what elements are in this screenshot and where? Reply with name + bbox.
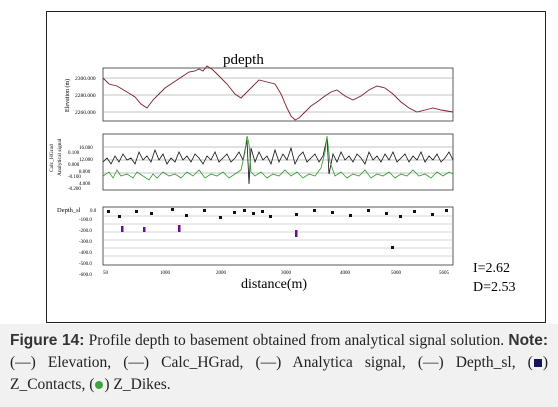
x-axis-label: distance(m) (241, 277, 307, 292)
grad-right-label: Analytical signal (57, 138, 63, 176)
x-tick: 4000 (340, 271, 351, 276)
depth-tick: -100.0 (79, 218, 92, 223)
dike-marker (121, 226, 124, 232)
square-symbol-icon (533, 359, 542, 367)
x-tick: 50 (103, 271, 109, 276)
contact-marker (295, 213, 298, 216)
x-tick: 5605 (439, 271, 450, 276)
contact-marker (135, 210, 138, 213)
grad-right-tick: 16.000 (79, 146, 93, 151)
depth-y-label: Depth_sl (57, 207, 81, 214)
grad-left-tick: 0.000 (68, 163, 80, 168)
caption-text-3: ) Z_Contacts, ( (10, 354, 548, 393)
grad-left-tick: -0.200 (68, 187, 81, 192)
caption-note-label: Note: (508, 332, 548, 349)
caption-label: Figure 14: (10, 332, 85, 349)
dike-marker (143, 227, 146, 232)
contact-marker (385, 212, 388, 215)
contact-marker (203, 209, 206, 212)
contact-marker (219, 216, 222, 219)
figure-caption: Figure 14: Profile depth to basement obt… (10, 330, 548, 396)
calc-hgrad-line (102, 137, 454, 185)
depth-tick: 0.0 (90, 209, 97, 214)
contact-marker (431, 213, 434, 216)
contact-marker (399, 215, 402, 218)
contact-marker (269, 215, 272, 218)
caption-text-4: ) Z_Dikes. (104, 376, 171, 393)
x-tick: 2000 (216, 271, 227, 276)
grad-right-tick: 4.000 (79, 182, 91, 187)
param-i: I=2.62 (473, 261, 510, 276)
grad-right-tick: 8.000 (79, 170, 91, 175)
depth-tick: -500.0 (79, 262, 92, 267)
contact-marker (445, 209, 448, 212)
contact-marker (349, 214, 352, 217)
dot-symbol-icon (95, 381, 104, 389)
elevation-tick: 2280.000 (75, 93, 96, 99)
caption-text-1: Profile depth to basement obtained from … (84, 332, 509, 349)
figure-frame: pdepth Elevation (m) 2300.000 2280.000 2… (46, 11, 546, 323)
figure-title: pdepth (223, 52, 264, 68)
analytic-signal-line (102, 135, 454, 181)
grad-left-tick: 0.100 (68, 151, 80, 156)
depth-tick: -200.0 (79, 229, 92, 234)
figure-caption-box: Figure 14: Profile depth to basement obt… (0, 324, 558, 407)
elevation-panel: Elevation (m) 2300.000 2280.000 2260.000 (64, 65, 454, 122)
depth-tick: -300.0 (79, 240, 92, 245)
grad-left-label: Calc_HGrad (49, 144, 55, 172)
contact-marker (171, 208, 174, 211)
figure-svg: pdepth Elevation (m) 2300.000 2280.000 2… (49, 52, 516, 295)
grad-left-tick: -0.100 (68, 175, 81, 180)
dike-marker (295, 230, 298, 237)
dike-marker (178, 225, 181, 232)
param-d: D=2.53 (473, 280, 516, 295)
caption-text-2: (—) Elevation, (—) Calc_HGrad, (—) Analy… (10, 354, 533, 371)
depth-tick: -600.0 (79, 273, 92, 278)
contact-marker (118, 215, 121, 218)
elevation-line (102, 65, 454, 121)
contact-marker (243, 209, 246, 212)
depth-panel: Depth_sl 0.0 -100.0 -200.0 -300.0 -400.0… (57, 206, 454, 278)
contact-marker (367, 209, 370, 212)
x-tick: 5000 (391, 271, 402, 276)
contact-marker (331, 211, 334, 214)
grad-signal-panel: Calc_HGrad Analytical signal 0.100 0.000… (49, 133, 454, 192)
contact-marker (261, 210, 264, 213)
contact-marker (150, 212, 153, 215)
elevation-y-label: Elevation (m) (64, 79, 71, 112)
contact-marker (313, 209, 316, 212)
x-axis: 50 1000 2000 3000 4000 5000 5605 distanc… (103, 271, 450, 292)
depth-tick: -400.0 (79, 251, 92, 256)
elevation-tick: 2300.000 (75, 76, 96, 82)
contact-marker (252, 212, 255, 215)
contact-marker (391, 246, 394, 249)
contact-marker (185, 214, 188, 217)
contact-markers (107, 208, 448, 249)
grad-right-tick: 12.000 (79, 158, 93, 163)
elevation-tick: 2260.000 (75, 110, 96, 116)
dike-markers (121, 225, 298, 237)
contact-marker (107, 210, 110, 213)
contact-marker (233, 211, 236, 214)
x-tick: 1000 (160, 271, 171, 276)
contact-marker (413, 210, 416, 213)
x-tick: 3000 (281, 271, 292, 276)
